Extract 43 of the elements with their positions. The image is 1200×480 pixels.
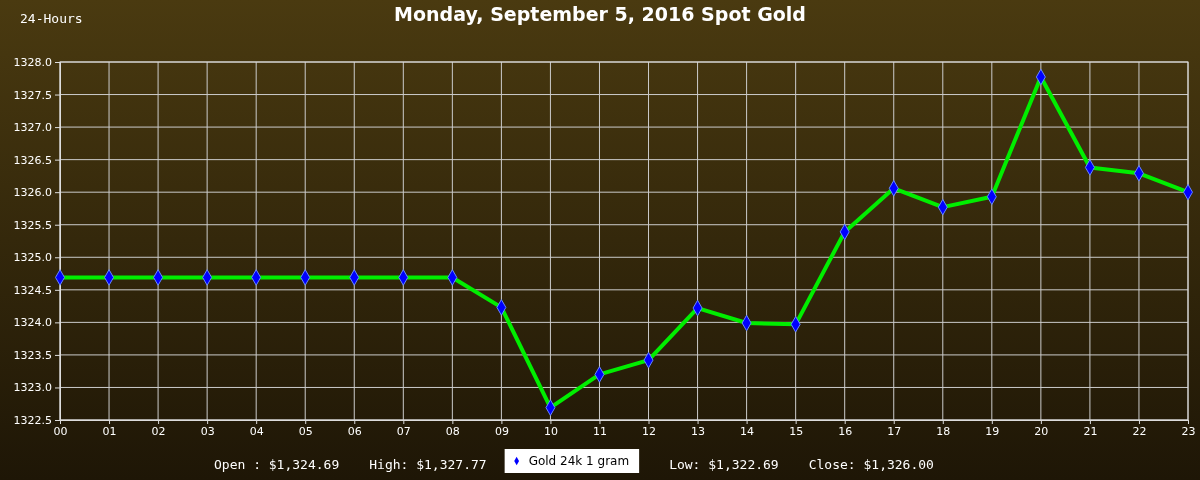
text: Close: $1,326.00 <box>808 457 934 472</box>
x-tick-label: 21 <box>1083 424 1098 438</box>
y-tick-label: 1323.5 <box>13 348 52 362</box>
x-tick-label: 22 <box>1132 424 1147 438</box>
x-tick-label: 04 <box>249 424 264 438</box>
x-tick-label: 05 <box>298 424 313 438</box>
x-tick-label: 11 <box>592 424 607 438</box>
x-tick-label: 03 <box>200 424 215 438</box>
y-tick-label: 1323.0 <box>13 381 52 395</box>
x-tick-label: 23 <box>1181 424 1196 438</box>
y-tick-label: 1324.0 <box>13 316 52 330</box>
text: Open : $1,324.69 <box>214 457 340 472</box>
chart-title: Monday, September 5, 2016 Spot Gold <box>394 3 806 25</box>
x-tick-label: 02 <box>151 424 166 438</box>
x-tick-label: 07 <box>396 424 411 438</box>
y-tick-label: 1322.5 <box>13 414 52 428</box>
x-tick-label: 18 <box>936 424 951 438</box>
legend-label: Gold 24k 1 gram <box>528 454 630 468</box>
x-tick-label: 19 <box>985 424 1000 438</box>
text: Low: $1,322.69 <box>669 457 779 472</box>
y-tick-label: 1327.5 <box>13 88 52 102</box>
y-tick-label: 1327.0 <box>13 121 52 135</box>
y-tick-label: 1325.0 <box>13 251 52 265</box>
x-tick-label: 17 <box>887 424 902 438</box>
x-tick-label: 09 <box>494 424 509 438</box>
y-tick-label: 1326.0 <box>13 186 52 200</box>
y-tick-label: 1324.5 <box>13 283 52 297</box>
x-tick-label: 20 <box>1034 424 1049 438</box>
x-tick-label: 14 <box>740 424 755 438</box>
text: High: $1,327.77 <box>369 457 487 472</box>
x-tick-label: 15 <box>789 424 804 438</box>
x-tick-label: 06 <box>347 424 362 438</box>
x-tick-label: 16 <box>838 424 853 438</box>
x-tick-label: 10 <box>543 424 558 438</box>
x-tick-label: 00 <box>53 424 68 438</box>
y-tick-label: 1328.0 <box>13 56 52 70</box>
x-tick-label: 13 <box>691 424 706 438</box>
x-tick-label: 08 <box>445 424 460 438</box>
x-tick-label: 01 <box>102 424 117 438</box>
x-tick-label: 12 <box>642 424 657 438</box>
y-tick-label: 1326.5 <box>13 153 52 167</box>
y-tick-label: 1325.5 <box>13 218 52 232</box>
chart-subtitle: 24-Hours <box>20 11 83 26</box>
